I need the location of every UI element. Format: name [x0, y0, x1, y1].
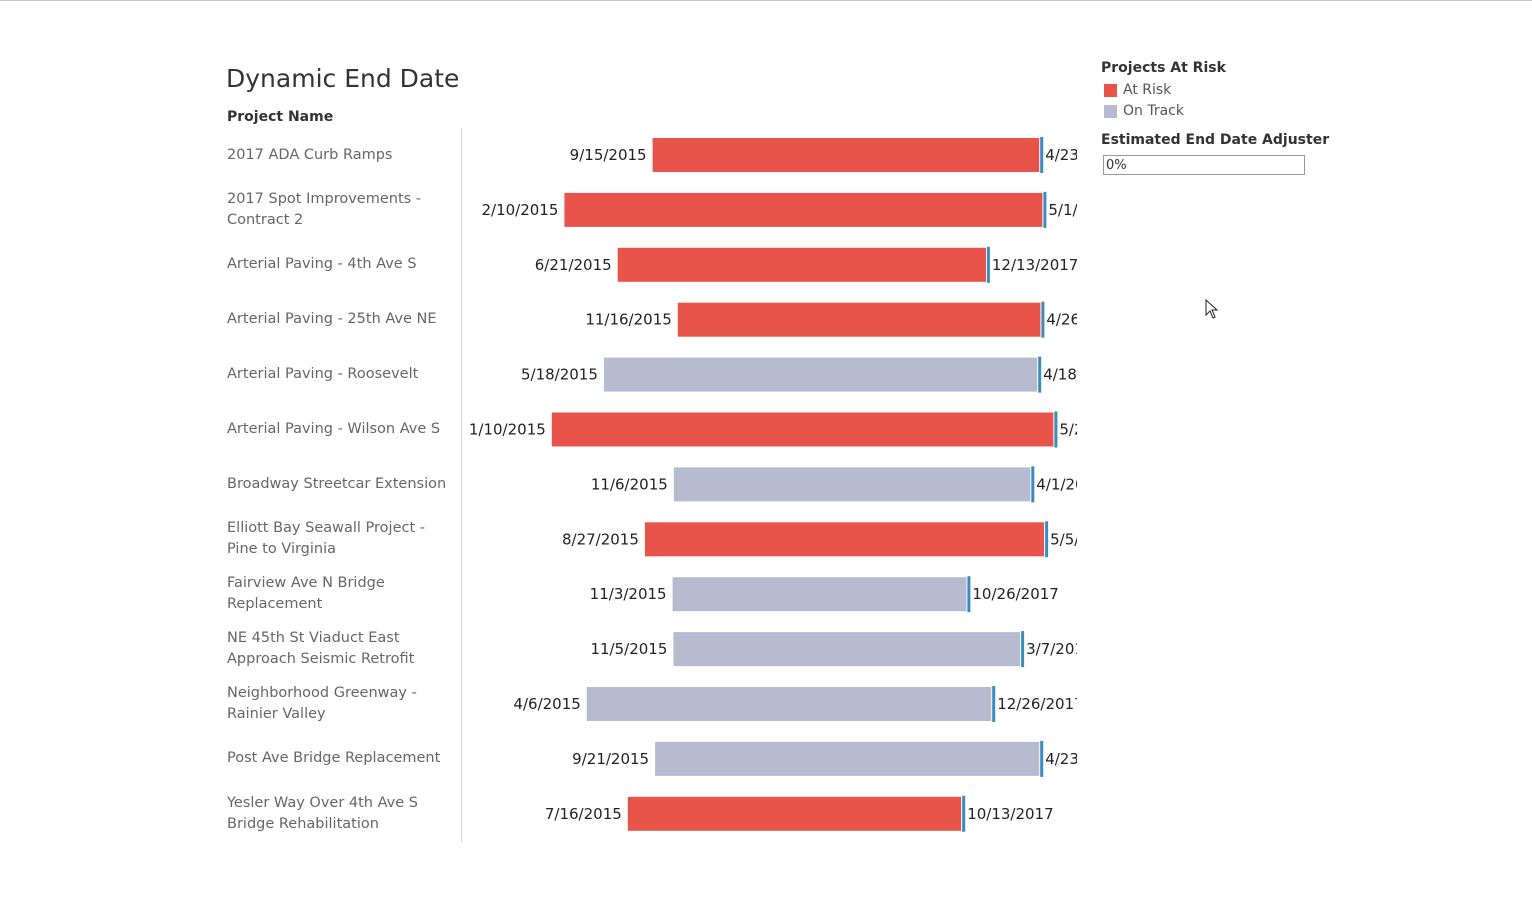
start-date-label: 5/18/2015 — [521, 366, 598, 384]
end-date-marker[interactable] — [1021, 631, 1025, 668]
end-date-label: 12/26/2017 — [997, 695, 1077, 713]
gantt-chart: 9/15/2015 4/23/2018 2/10/2015 5/1/2018 6/21/… — [469, 137, 1077, 832]
start-date-label: 1/10/2015 — [469, 421, 546, 439]
project-name-label: Arterial Paving - Roosevelt — [227, 353, 459, 397]
start-date-label: 9/15/2015 — [570, 146, 647, 164]
project-name-label: Post Ave Bridge Replacement — [227, 737, 459, 781]
gantt-bar[interactable] — [673, 632, 1021, 667]
project-name-text: Neighborhood Greenway - Rainier Valley — [227, 685, 417, 722]
project-name-label: 2017 Spot Improvements - Contract 2 — [227, 188, 459, 232]
project-name-label: Arterial Paving - 25th Ave NE — [227, 298, 459, 342]
end-date-marker[interactable] — [1040, 740, 1044, 777]
project-name-label: NE 45th St Viaduct East Approach Seismic… — [227, 627, 459, 671]
project-name-header: Project Name — [227, 109, 334, 125]
start-date-label: 11/5/2015 — [590, 640, 667, 658]
gantt-bar[interactable] — [655, 741, 1040, 776]
end-date-label: 10/13/2017 — [967, 805, 1053, 823]
dashboard-title: Dynamic End Date — [226, 64, 460, 93]
legend-label: On Track — [1123, 103, 1184, 119]
legend-item-at-risk[interactable]: At Risk — [1104, 81, 1171, 99]
project-name-text: Elliott Bay Seawall Project - Pine to Vi… — [227, 520, 425, 558]
project-name-label: Neighborhood Greenway - Rainier Valley — [227, 682, 459, 726]
project-name-label: Arterial Paving - Wilson Ave S — [227, 408, 459, 452]
project-name-text: Post Ave Bridge Replacement — [227, 750, 441, 767]
end-date-label: 5/28/2018 — [1059, 421, 1077, 439]
project-name-text: Yesler Way Over 4th Ave S Bridge Rehabil… — [227, 794, 418, 832]
start-date-label: 7/16/2015 — [545, 805, 622, 823]
project-name-text: 2017 ADA Curb Ramps — [227, 146, 393, 163]
end-date-adjuster-input[interactable] — [1103, 155, 1305, 175]
project-name-text: Arterial Paving - Roosevelt — [227, 366, 419, 383]
end-date-marker[interactable] — [962, 795, 966, 832]
project-name-text: Broadway Streetcar Extension — [227, 475, 447, 492]
legend-item-on-track[interactable]: On Track — [1104, 102, 1184, 120]
end-date-marker[interactable] — [1040, 137, 1044, 173]
end-date-marker[interactable] — [1045, 521, 1049, 558]
gantt-bar[interactable] — [617, 247, 986, 282]
end-date-label: 4/18/2018 — [1043, 366, 1077, 384]
end-date-marker[interactable] — [1054, 411, 1058, 448]
start-date-label: 11/16/2015 — [585, 311, 671, 329]
project-name-text: Arterial Paving - 4th Ave S — [227, 256, 417, 273]
end-date-marker[interactable] — [1031, 466, 1035, 503]
gantt-bar[interactable] — [652, 138, 1040, 172]
project-name-label: Yesler Way Over 4th Ave S Bridge Rehabil… — [227, 792, 459, 836]
start-date-label: 9/21/2015 — [572, 750, 649, 768]
project-name-text: Arterial Paving - 25th Ave NE — [227, 311, 437, 328]
end-date-marker[interactable] — [967, 576, 971, 613]
project-name-label: Elliott Bay Seawall Project - Pine to Vi… — [227, 517, 459, 561]
project-name-label: 2017 ADA Curb Ramps — [227, 133, 459, 177]
end-date-label: 5/5/2018 — [1050, 530, 1077, 548]
top-border — [0, 0, 1532, 1]
end-date-label: 3/7/2018 — [1026, 640, 1077, 658]
project-name-text: 2017 Spot Improvements - Contract 2 — [227, 190, 422, 228]
start-date-label: 8/27/2015 — [562, 530, 639, 548]
legend-label: At Risk — [1123, 82, 1172, 98]
gantt-bar[interactable] — [586, 687, 992, 721]
start-date-label: 11/6/2015 — [591, 475, 668, 493]
gantt-bar[interactable] — [627, 796, 962, 831]
project-name-text: Fairview Ave N Bridge Replacement — [227, 575, 385, 613]
end-date-label: 4/1/2018 — [1036, 475, 1077, 493]
gantt-bar[interactable] — [551, 412, 1054, 447]
end-date-marker[interactable] — [1038, 356, 1042, 393]
start-date-label: 4/6/2015 — [513, 695, 580, 713]
project-name-label: Fairview Ave N Bridge Replacement — [227, 572, 459, 616]
start-date-label: 2/10/2015 — [481, 201, 558, 219]
end-date-marker[interactable] — [1043, 191, 1047, 228]
project-name-text: Arterial Paving - Wilson Ave S — [227, 421, 441, 437]
end-date-marker[interactable] — [992, 686, 996, 722]
gantt-bar[interactable] — [672, 577, 967, 612]
end-date-label: 4/23/2018 — [1045, 146, 1077, 164]
gantt-bar[interactable] — [564, 192, 1043, 227]
gantt-bar[interactable] — [603, 357, 1038, 392]
mouse-cursor-icon — [1205, 299, 1219, 319]
end-date-marker[interactable] — [1041, 301, 1045, 338]
gantt-bar[interactable] — [677, 302, 1041, 337]
end-date-marker[interactable] — [986, 246, 990, 283]
end-date-label: 4/26/2018 — [1046, 311, 1077, 329]
start-date-label: 6/21/2015 — [535, 256, 612, 274]
legend-title: Projects At Risk — [1101, 60, 1226, 76]
start-date-label: 11/3/2015 — [590, 585, 667, 603]
end-date-label: 4/23/2018 — [1045, 750, 1077, 768]
adjuster-title: Estimated End Date Adjuster — [1101, 132, 1330, 148]
row-header-divider — [461, 128, 462, 842]
end-date-label: 5/1/2018 — [1048, 201, 1077, 219]
at-risk-swatch — [1104, 83, 1117, 97]
end-date-label: 10/26/2017 — [972, 585, 1058, 603]
gantt-bar[interactable] — [644, 522, 1045, 557]
on-track-swatch — [1104, 104, 1117, 118]
project-name-label: Broadway Streetcar Extension — [227, 462, 459, 506]
project-name-text: NE 45th St Viaduct East Approach Seismic… — [227, 630, 415, 668]
gantt-bar[interactable] — [673, 467, 1031, 502]
end-date-label: 12/13/2017 — [992, 256, 1077, 274]
project-name-label: Arterial Paving - 4th Ave S — [227, 243, 459, 287]
